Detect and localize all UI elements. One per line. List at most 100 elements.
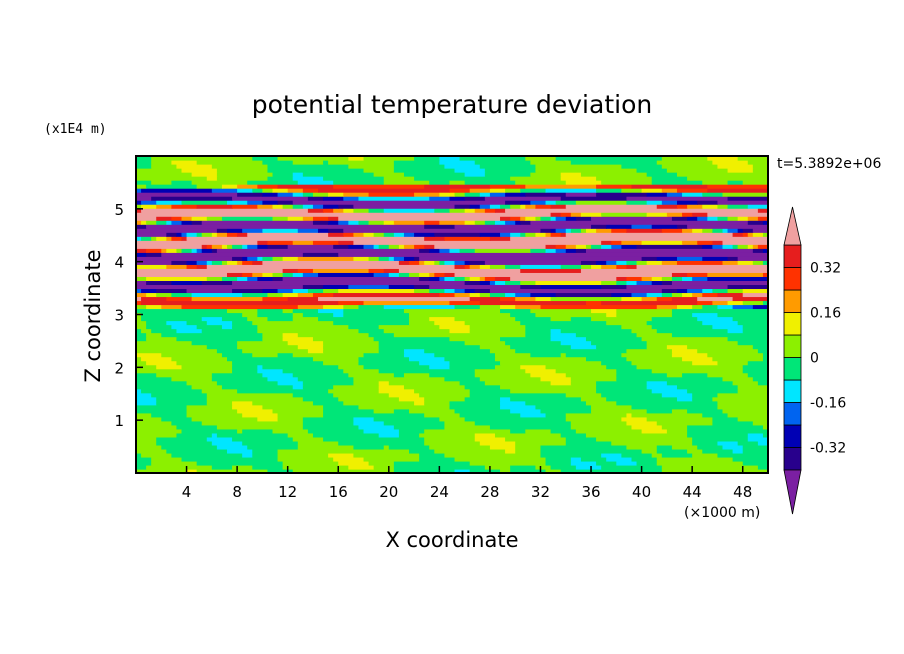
contour-cell <box>282 368 344 374</box>
contour-cell <box>591 224 607 229</box>
contour-cell <box>237 184 258 189</box>
contour-cell <box>136 296 142 302</box>
contour-cell <box>211 440 243 446</box>
contour-cell <box>242 272 253 277</box>
contour-cell <box>136 348 218 354</box>
contour-cell <box>596 380 648 386</box>
contour-cell <box>697 200 719 205</box>
contour-cell <box>156 396 208 402</box>
contour-cell <box>565 228 572 233</box>
contour-cell <box>515 296 537 302</box>
contour-cell <box>651 176 688 181</box>
contour-cell <box>697 296 734 302</box>
contour-cell <box>439 220 466 225</box>
contour-cell <box>262 272 274 277</box>
contour-cell <box>646 380 668 386</box>
contour-cell <box>409 312 511 318</box>
contour-cell <box>358 328 385 334</box>
contour-cell <box>363 300 451 306</box>
contour-cell <box>454 168 486 173</box>
contour-cell <box>368 192 415 197</box>
contour-cell <box>343 368 380 374</box>
contour-cell <box>146 336 178 342</box>
contour-cell <box>722 260 739 265</box>
contour-cell <box>424 244 435 249</box>
contour-cell <box>606 224 633 229</box>
contour-cell <box>671 292 683 298</box>
contour-cell <box>136 252 147 257</box>
contour-cell <box>601 452 622 458</box>
contour-cell <box>272 272 284 277</box>
contour-cell <box>479 164 537 169</box>
contour-cell <box>747 432 764 438</box>
contour-cell <box>429 316 456 322</box>
contour-cell <box>510 236 768 241</box>
y-tick-label: 1 <box>114 412 124 430</box>
contour-cell <box>494 208 506 213</box>
colorbar-segment <box>783 334 802 358</box>
contour-cell <box>671 408 688 414</box>
contour-cell <box>621 352 673 358</box>
contour-cell <box>626 412 633 418</box>
contour-cell <box>292 316 319 322</box>
contour-cell <box>292 372 349 378</box>
contour-cell <box>520 216 526 221</box>
contour-cell <box>515 220 521 225</box>
contour-cell <box>560 340 592 346</box>
contour-cell <box>136 224 147 229</box>
contour-cell <box>206 244 213 249</box>
contour-cell <box>196 248 203 253</box>
contour-cell <box>712 416 739 422</box>
contour-cell <box>454 224 592 229</box>
contour-cell <box>161 332 263 338</box>
contour-cell <box>580 228 587 233</box>
contour-cell <box>606 396 678 402</box>
contour-cell <box>232 244 243 249</box>
contour-cell <box>292 436 324 442</box>
contour-cell <box>201 328 258 334</box>
colorbar-label: 0 <box>810 351 819 367</box>
contour-cell <box>171 452 243 458</box>
contour-cell <box>727 328 744 334</box>
contour-cell <box>727 180 744 185</box>
colorbar-segment <box>783 244 802 268</box>
contour-cell <box>449 208 466 213</box>
contour-cell <box>136 356 142 362</box>
contour-cell <box>333 384 380 390</box>
contour-cell <box>429 288 446 294</box>
contour-cell <box>151 456 183 462</box>
contour-cell <box>429 272 435 277</box>
contour-cell <box>257 328 360 334</box>
contour-cell <box>474 432 496 438</box>
contour-cell <box>181 168 218 173</box>
contour-cell <box>216 348 243 354</box>
contour-cell <box>237 188 253 193</box>
contour-cell <box>469 276 481 281</box>
contour-cell <box>409 408 456 414</box>
contour-cell <box>302 192 314 197</box>
contour-cell <box>409 320 435 326</box>
contour-cell <box>136 180 152 185</box>
contour-cell <box>752 344 768 350</box>
contour-cell <box>545 364 607 370</box>
contour-cell <box>146 320 167 326</box>
contour-cell <box>237 192 263 197</box>
contour-cell <box>206 344 238 350</box>
contour-cell <box>717 304 734 310</box>
contour-cell <box>191 296 263 302</box>
contour-cell <box>414 156 440 161</box>
contour-cell <box>338 300 365 306</box>
contour-cell <box>186 408 238 414</box>
contour-cell <box>348 156 365 161</box>
contour-cell <box>201 388 238 394</box>
contour-cell <box>479 280 491 286</box>
contour-cell <box>247 180 299 185</box>
contour-cell <box>297 268 314 273</box>
contour-cell <box>323 304 344 310</box>
contour-cell <box>762 352 768 358</box>
contour-cell <box>601 392 663 398</box>
contour-cell <box>671 296 698 302</box>
contour-cell <box>565 204 658 209</box>
contour-cell <box>697 216 708 221</box>
contour-cell <box>257 324 349 330</box>
